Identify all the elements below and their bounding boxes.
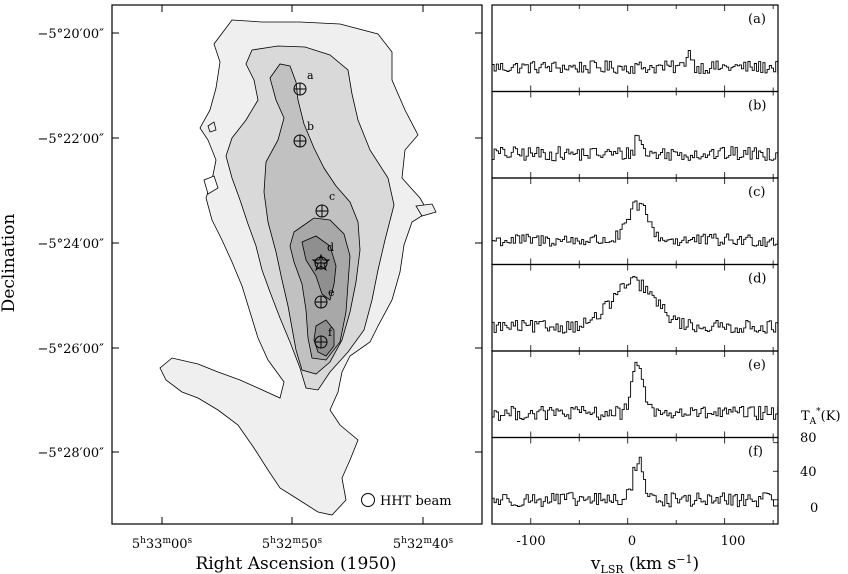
ra-tick-label: 5h32m40s (393, 536, 454, 552)
temperature-axis: TA*(K) 80 40 0 (800, 407, 841, 516)
ra-tick-label: 5h32m50s (262, 536, 323, 552)
spectrum-frame (491, 436, 779, 525)
dec-tick-label: −5°24′00″ (37, 237, 104, 252)
spectrum-label: (a) (748, 12, 766, 27)
position-marker-b: b (293, 120, 314, 148)
position-label-e: e (328, 286, 335, 299)
position-marker-a: a (293, 69, 314, 96)
dec-tick-label: −5°22′00″ (37, 132, 104, 147)
ra-tick-label: 5h33m00s (132, 536, 193, 552)
spectrum-line (492, 50, 779, 74)
spectrum-label: (b) (748, 99, 766, 114)
velocity-tick-label: -100 (516, 534, 545, 549)
spectrum-line (492, 134, 779, 162)
spectrum-frame (491, 177, 779, 266)
position-label-a: a (307, 69, 314, 82)
spectrum-line (492, 361, 779, 421)
spectrum-label: (e) (748, 358, 766, 373)
spectrum-line (492, 456, 779, 508)
position-label-c: c (329, 190, 335, 203)
position-label-d: d (327, 241, 334, 254)
velocity-axis: -100 0 100 vLSR (km s−1) (516, 534, 745, 574)
position-marker-d: d (311, 241, 334, 272)
position-markers: a b c d e (293, 69, 335, 349)
velocity-tick-label: 100 (721, 534, 746, 549)
dec-tick-label: −5°28′00″ (37, 446, 104, 461)
position-label-b: b (307, 120, 314, 133)
dec-tick-label: −5°26′00″ (37, 342, 104, 357)
spectrum-line (492, 275, 779, 334)
contour-outlier (207, 121, 217, 133)
contour-outlier (203, 175, 219, 195)
dec-axis: −5°20′00″ −5°22′00″ −5°24′00″ −5°26′00″ … (37, 27, 482, 461)
position-marker-c: c (315, 190, 335, 218)
spectra-panel: (a) (b) (c) (d) (e) (f) (491, 4, 779, 525)
position-label-f: f (328, 326, 333, 339)
contour-map-panel: a b c d e (0, 4, 483, 574)
spectrum-frame (491, 4, 779, 93)
temperature-axis-title: TA*(K) (801, 407, 841, 427)
spectrum-label: (f) (748, 445, 763, 460)
temperature-tick-label: 0 (810, 501, 818, 516)
ra-axis: 5h33m00s 5h32m50s 5h32m40s (132, 5, 454, 552)
dec-axis-title: Declination (0, 214, 19, 313)
beam-circle-icon (361, 493, 375, 507)
beam-legend: HHT beam (361, 493, 452, 509)
spectrum-frame (491, 90, 779, 179)
temperature-tick-label: 40 (800, 465, 817, 480)
velocity-axis-title: vLSR (km s−1) (590, 553, 699, 574)
position-marker-f: f (314, 326, 333, 349)
spectrum-line (492, 200, 779, 247)
temperature-tick-label: 80 (800, 431, 817, 446)
ra-axis-title: Right Ascension (1950) (195, 554, 396, 574)
velocity-tick-label: 0 (628, 534, 636, 549)
spectrum-label: (d) (748, 272, 766, 287)
position-marker-e: e (314, 286, 335, 309)
dec-tick-label: −5°20′00″ (37, 27, 104, 42)
contour-outlier (415, 203, 437, 217)
beam-legend-label: HHT beam (380, 494, 452, 509)
spectrum-label: (c) (748, 185, 765, 200)
star-icon (311, 253, 331, 272)
